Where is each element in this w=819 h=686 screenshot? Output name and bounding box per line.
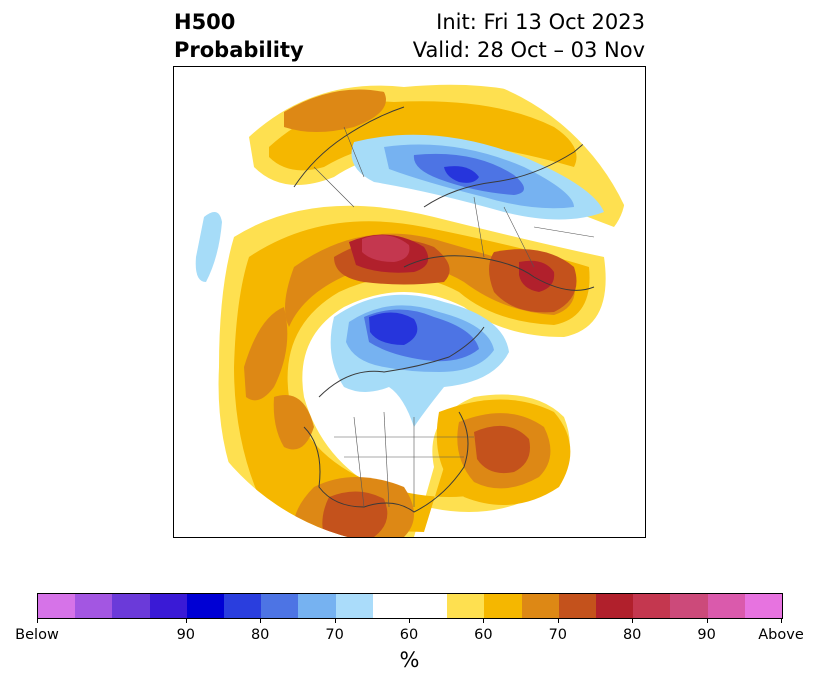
colorbar-tick	[706, 618, 708, 623]
colorbar-segment	[633, 594, 671, 618]
colorbar-segment	[149, 594, 187, 618]
colorbar-segment	[75, 594, 113, 618]
country-borders	[313, 126, 595, 508]
above-max-west	[362, 235, 410, 262]
colorbar-tick	[632, 618, 634, 623]
colorbar-segment	[186, 594, 225, 618]
colorbar-tick-label: Below	[15, 627, 59, 643]
colorbar-segment	[224, 594, 262, 618]
colorbar-segment	[372, 594, 448, 618]
colorbar-tick-label: 60	[474, 627, 493, 643]
forecast-dates: Init: Fri 13 Oct 2023 Valid: 28 Oct – 03…	[413, 8, 645, 64]
probability-map	[173, 66, 646, 538]
colorbar-segment	[744, 594, 783, 618]
title-line-2: Probability	[174, 38, 304, 62]
colorbar-tick	[781, 618, 782, 623]
colorbar-segment	[596, 594, 634, 618]
colorbar-segment	[447, 594, 485, 618]
colorbar-segment	[112, 594, 150, 618]
above-90-south-us	[322, 491, 388, 537]
colorbar-tick-label: 90	[176, 627, 196, 643]
below-60-pacific	[195, 212, 222, 282]
colorbar-segment	[38, 594, 76, 618]
colorbar-segment	[670, 594, 708, 618]
map-title: H500 Probability	[174, 8, 304, 64]
map-canvas	[174, 69, 645, 537]
colorbar-segment	[707, 594, 745, 618]
above-80-north-patch	[284, 89, 386, 132]
colorbar-tick	[260, 618, 262, 623]
colorbar-tick-label: 60	[399, 627, 419, 643]
above-80-west-lobe	[244, 307, 288, 401]
colorbar-segment	[484, 594, 522, 618]
colorbar-tick	[185, 618, 187, 623]
colorbar-tick	[483, 618, 485, 623]
colorbar-segment	[298, 594, 336, 618]
colorbar-tick	[409, 618, 410, 623]
title-line-1: H500	[174, 10, 236, 34]
below-90-canada	[369, 312, 418, 345]
colorbar-segment	[558, 594, 597, 618]
colorbar-unit-label: %	[399, 648, 420, 672]
colorbar-tick-label: Above	[758, 627, 804, 643]
above-peak-east	[519, 260, 555, 292]
valid-date: Valid: 28 Oct – 03 Nov	[412, 38, 645, 62]
colorbar-tick-label: 70	[325, 627, 344, 643]
colorbar-segment	[261, 594, 299, 618]
colorbar-ticks: Below 90 80 70 60 60 70 80 90 Above	[0, 618, 819, 658]
colorbar-tick-label: 80	[250, 627, 270, 643]
below-90-eurasia	[444, 166, 479, 183]
init-date: Init: Fri 13 Oct 2023	[436, 10, 645, 34]
above-80-pacific	[273, 395, 314, 450]
colorbar-tick	[334, 618, 336, 623]
colorbar-segment	[521, 594, 559, 618]
colorbar	[37, 593, 783, 619]
colorbar-tick	[37, 618, 38, 623]
colorbar-tick-label: 90	[697, 627, 716, 643]
colorbar-tick-label: 80	[622, 627, 642, 643]
colorbar-tick	[557, 618, 559, 623]
above-90-atlantic	[474, 425, 530, 474]
colorbar-tick-label: 70	[548, 627, 568, 643]
colorbar-segment	[335, 594, 373, 618]
